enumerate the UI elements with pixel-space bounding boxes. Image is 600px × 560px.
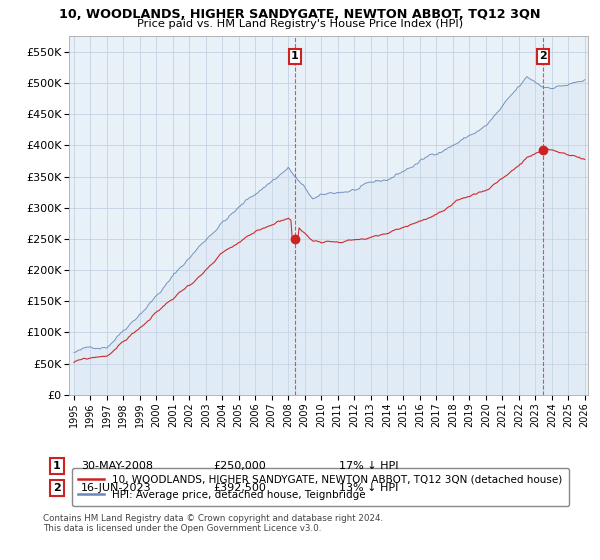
Text: 1: 1 bbox=[53, 461, 61, 471]
Text: 10, WOODLANDS, HIGHER SANDYGATE, NEWTON ABBOT, TQ12 3QN: 10, WOODLANDS, HIGHER SANDYGATE, NEWTON … bbox=[59, 8, 541, 21]
Text: 16-JUN-2023: 16-JUN-2023 bbox=[81, 483, 152, 493]
Text: £250,000: £250,000 bbox=[213, 461, 266, 471]
Text: 30-MAY-2008: 30-MAY-2008 bbox=[81, 461, 153, 471]
Text: £392,500: £392,500 bbox=[213, 483, 266, 493]
Text: 17% ↓ HPI: 17% ↓ HPI bbox=[339, 461, 398, 471]
Text: 2: 2 bbox=[53, 483, 61, 493]
Text: Price paid vs. HM Land Registry's House Price Index (HPI): Price paid vs. HM Land Registry's House … bbox=[137, 19, 463, 29]
Text: Contains HM Land Registry data © Crown copyright and database right 2024.
This d: Contains HM Land Registry data © Crown c… bbox=[43, 514, 383, 534]
Text: 1: 1 bbox=[291, 52, 299, 62]
Legend: 10, WOODLANDS, HIGHER SANDYGATE, NEWTON ABBOT, TQ12 3QN (detached house), HPI: A: 10, WOODLANDS, HIGHER SANDYGATE, NEWTON … bbox=[71, 468, 569, 506]
Text: 13% ↓ HPI: 13% ↓ HPI bbox=[339, 483, 398, 493]
Text: 2: 2 bbox=[539, 52, 547, 62]
